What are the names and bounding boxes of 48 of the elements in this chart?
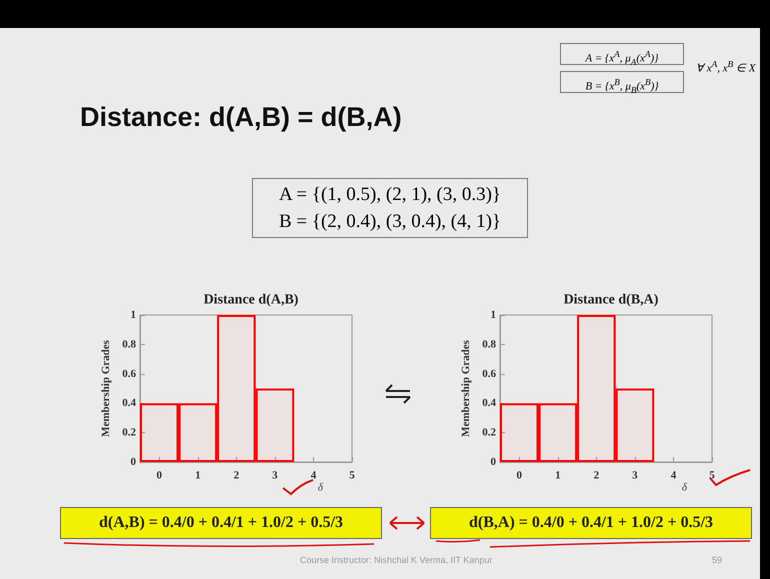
x-tick-label: 1: [195, 470, 201, 482]
text: B = {(2, 0.4), (3, 0.4), (4, 1)}: [278, 210, 502, 234]
text: d(B,A) = 0.4/0 + 0.4/1 + 1.0/2 + 0.5/3: [468, 514, 714, 532]
y-tick-label: 0.4: [482, 397, 496, 410]
bar: [577, 315, 616, 462]
bar: [140, 403, 179, 462]
y-tick-label: 0.8: [482, 338, 496, 350]
x-tick-label: 4: [310, 470, 317, 482]
y-tick-label: 0.4: [122, 397, 136, 410]
y-axis-title: Membership Grades: [460, 339, 472, 437]
text: d(A,B) = 0.4/0 + 0.4/1 + 1.0/2 + 0.5/3: [98, 514, 344, 532]
text: Course Instructor: Nishchal K Verma, IIT Kanpur: [300, 555, 492, 565]
y-tick-label: 0: [490, 456, 496, 468]
x-tick-label: 3: [272, 470, 278, 482]
bar: [178, 403, 218, 462]
y-tick-label: 0.2: [482, 426, 496, 439]
text: 59: [712, 555, 722, 565]
x-axis-title: δ: [318, 482, 324, 494]
x-tick-label: 0: [516, 470, 523, 482]
bar: [616, 388, 654, 462]
y-tick-label: 0.2: [122, 426, 136, 439]
bar: [500, 403, 539, 462]
x-tick-label: 0: [156, 470, 163, 482]
text: A = {x$^{A}$, μ$_{A}$(x$^{A}$)}: [584, 48, 660, 69]
x-tick-label: 3: [632, 470, 638, 482]
text: A = {(1, 0.5), (2, 1), (3, 0.3)}: [278, 183, 502, 207]
text: Distance: d(A,B) = d(B,A): [80, 102, 402, 133]
bar: [538, 403, 578, 462]
x-tick-label: 5: [709, 470, 716, 482]
x-tick-label: 2: [234, 470, 240, 482]
chart-title: Distance d(A,B): [204, 292, 299, 308]
text: ∀ x$^{A}$, x$^{B}$ ∈ X: [696, 59, 756, 75]
x-axis-title: δ: [682, 482, 688, 494]
x-tick-label: 2: [594, 470, 600, 482]
x-tick-label: 4: [670, 470, 677, 482]
y-tick-label: 0.6: [122, 368, 136, 380]
chart-title: Distance d(B,A): [564, 292, 659, 308]
y-tick-label: 0: [130, 456, 136, 468]
x-tick-label: 1: [555, 470, 561, 482]
y-tick-label: 0.8: [122, 338, 136, 350]
y-tick-label: 1: [490, 309, 496, 321]
y-tick-label: 0.6: [482, 368, 496, 380]
text: B = {x$^{B}$, μ$_{B}$(x$^{B}$)}: [584, 76, 660, 97]
x-tick-label: 5: [349, 470, 356, 482]
bar: [217, 315, 256, 462]
y-tick-label: 1: [130, 309, 136, 321]
y-axis-title: Membership Grades: [100, 339, 112, 437]
bar: [256, 388, 294, 462]
